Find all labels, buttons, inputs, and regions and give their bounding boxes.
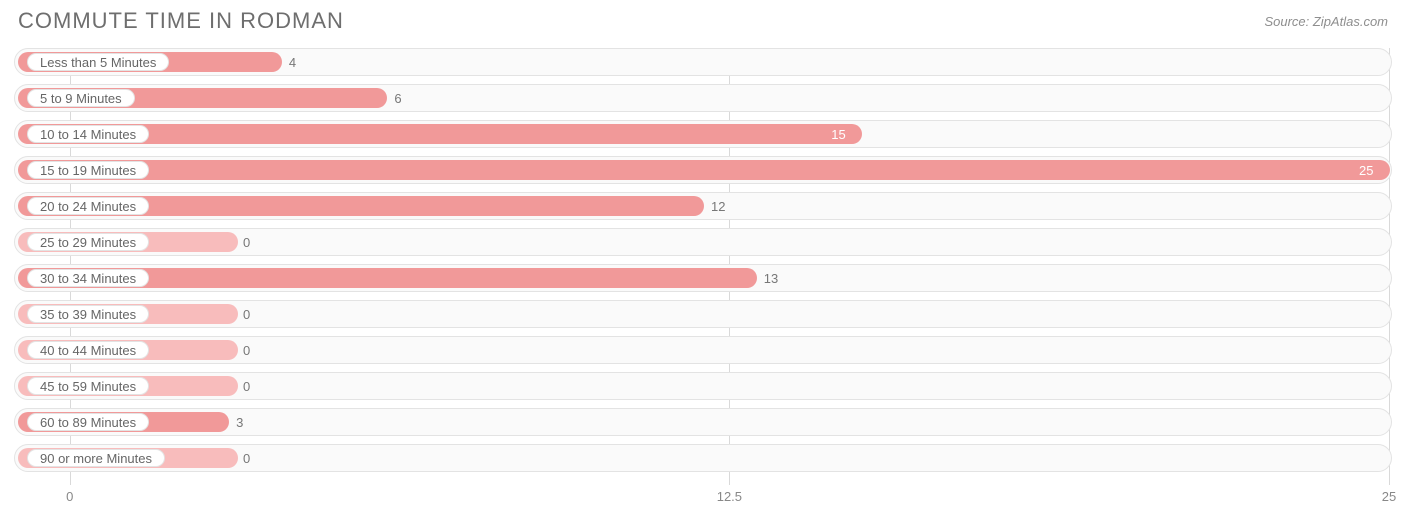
value-label: 15	[831, 121, 845, 147]
category-label: 30 to 34 Minutes	[27, 269, 149, 287]
value-label: 0	[243, 373, 250, 399]
bar-row: 20 to 24 Minutes 12	[14, 192, 1392, 220]
bar-row: 5 to 9 Minutes 6	[14, 84, 1392, 112]
axis-tick-label: 12.5	[717, 489, 742, 504]
bar-row: 35 to 39 Minutes 0	[14, 300, 1392, 328]
bar-row: Less than 5 Minutes 4	[14, 48, 1392, 76]
value-label: 13	[764, 265, 778, 291]
category-label: 15 to 19 Minutes	[27, 161, 149, 179]
value-label: 0	[243, 301, 250, 327]
category-label: 90 or more Minutes	[27, 449, 165, 467]
value-label: 25	[1359, 157, 1373, 183]
value-label: 4	[289, 49, 296, 75]
bar-row: 90 or more Minutes 0	[14, 444, 1392, 472]
category-label: 35 to 39 Minutes	[27, 305, 149, 323]
value-label: 12	[711, 193, 725, 219]
category-label: 60 to 89 Minutes	[27, 413, 149, 431]
bar-row: 30 to 34 Minutes 13	[14, 264, 1392, 292]
header: Commute Time in Rodman Source: ZipAtlas.…	[0, 0, 1406, 34]
category-label: 10 to 14 Minutes	[27, 125, 149, 143]
axis-tick-label: 25	[1382, 489, 1396, 504]
bar	[18, 160, 1390, 180]
bar-row: 10 to 14 Minutes 15	[14, 120, 1392, 148]
category-label: Less than 5 Minutes	[27, 53, 169, 71]
category-label: 40 to 44 Minutes	[27, 341, 149, 359]
category-label: 45 to 59 Minutes	[27, 377, 149, 395]
bar-row: 45 to 59 Minutes 0	[14, 372, 1392, 400]
chart-area: Less than 5 Minutes 4 5 to 9 Minutes 6 10 to…	[14, 48, 1392, 485]
bar-row: 40 to 44 Minutes 0	[14, 336, 1392, 364]
chart-title: Commute Time in Rodman	[18, 8, 344, 34]
bar-row: 25 to 29 Minutes 0	[14, 228, 1392, 256]
source-attribution: Source: ZipAtlas.com	[1264, 14, 1388, 29]
value-label: 0	[243, 229, 250, 255]
axis-tick-label: 0	[66, 489, 73, 504]
value-label: 0	[243, 337, 250, 363]
x-axis: 012.525	[14, 489, 1392, 509]
category-label: 25 to 29 Minutes	[27, 233, 149, 251]
bar-row: 60 to 89 Minutes 3	[14, 408, 1392, 436]
value-label: 6	[394, 85, 401, 111]
category-label: 5 to 9 Minutes	[27, 89, 135, 107]
category-label: 20 to 24 Minutes	[27, 197, 149, 215]
value-label: 3	[236, 409, 243, 435]
value-label: 0	[243, 445, 250, 471]
bar-row: 15 to 19 Minutes 25	[14, 156, 1392, 184]
